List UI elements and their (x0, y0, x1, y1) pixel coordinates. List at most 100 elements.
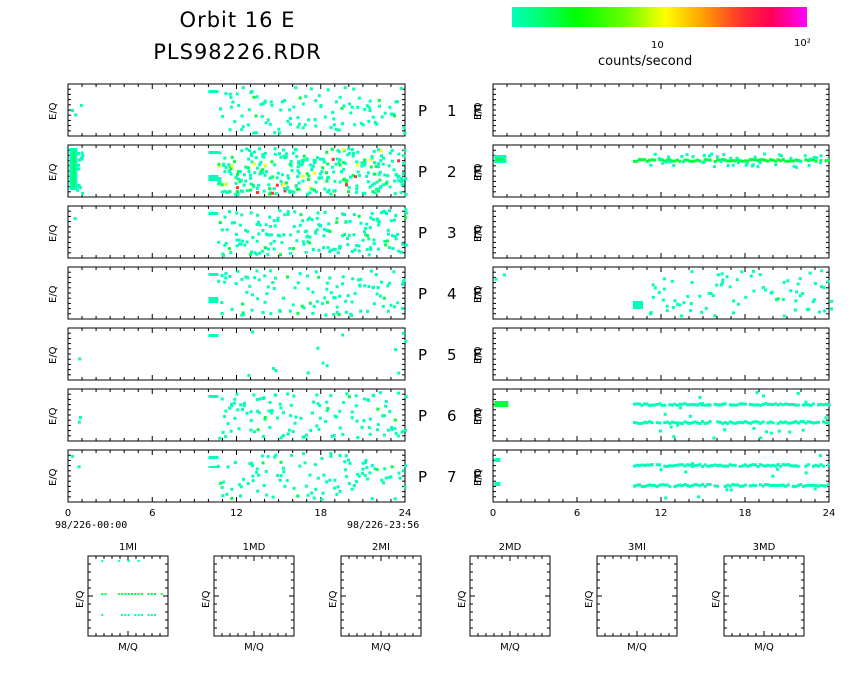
data-cell (322, 473, 326, 477)
data-cell (306, 287, 310, 291)
data-cell (693, 403, 697, 407)
data-cell (372, 182, 376, 186)
data-cell (250, 160, 254, 164)
data-cell (661, 298, 665, 302)
data-cell (264, 469, 268, 473)
data-cell (245, 240, 249, 244)
data-cell (376, 428, 380, 432)
data-cell (690, 464, 694, 468)
data-cell (701, 464, 705, 468)
data-cell (321, 302, 325, 306)
data-cell (729, 488, 733, 492)
data-cell (311, 290, 315, 294)
data-cell (379, 149, 383, 153)
data-cell (368, 226, 372, 230)
data-cell (268, 122, 272, 126)
data-cell (673, 402, 677, 406)
data-cell (248, 188, 252, 192)
data-cell (722, 153, 726, 157)
data-cell (282, 296, 286, 300)
data-cell (249, 211, 253, 215)
data-cell (786, 463, 790, 467)
data-cell (776, 421, 780, 425)
data-cell (756, 159, 760, 163)
data-cell (819, 285, 823, 289)
data-cell (368, 185, 372, 189)
data-cell (74, 113, 78, 117)
data-cell (672, 435, 676, 439)
data-cell (814, 463, 818, 467)
data-cell (350, 148, 354, 152)
data-cell (241, 302, 245, 306)
data-cell (635, 483, 639, 487)
data-cell (238, 169, 242, 173)
data-cell (341, 234, 345, 238)
data-cell (359, 277, 363, 281)
data-cell (273, 393, 277, 397)
data-cell (708, 483, 712, 487)
data-cell (308, 301, 312, 305)
data-cell (375, 180, 379, 184)
data-cell (721, 464, 725, 468)
data-cell (328, 276, 332, 280)
data-cell (77, 465, 81, 469)
data-cell (312, 400, 316, 404)
data-cell (332, 117, 336, 121)
data-cell (386, 428, 390, 432)
data-cell (399, 191, 403, 195)
data-cell (318, 416, 322, 420)
data-cell (285, 479, 289, 483)
data-cell (234, 192, 238, 196)
data-cell (659, 468, 663, 472)
data-cell (233, 160, 237, 164)
panel-number: 5 (447, 346, 457, 364)
data-cell (349, 175, 353, 179)
data-cell (682, 301, 686, 305)
data-cell (643, 484, 647, 488)
data-cell (320, 456, 324, 460)
data-cell (393, 418, 397, 422)
data-cell (827, 403, 831, 407)
data-cell (668, 421, 672, 425)
data-cell (247, 149, 251, 153)
data-cell (256, 489, 260, 493)
data-cell (685, 403, 689, 407)
data-cell (658, 402, 662, 406)
data-cell (369, 269, 373, 273)
data-cell (334, 100, 338, 104)
data-cell (268, 192, 272, 196)
data-cell (798, 277, 802, 281)
data-cell (394, 348, 398, 352)
data-cell (761, 394, 765, 398)
data-cell (244, 165, 248, 169)
data-cell (343, 213, 347, 217)
data-cell (237, 103, 241, 107)
data-cell (338, 246, 342, 250)
data-cell (356, 163, 360, 167)
data-cell (404, 192, 408, 196)
data-cell (223, 243, 227, 247)
data-cell (368, 432, 372, 436)
data-cell (366, 309, 370, 313)
data-cell (683, 464, 687, 468)
data-cell (753, 403, 757, 407)
data-cell (272, 287, 276, 291)
data-cell (781, 421, 785, 425)
data-cell (731, 163, 735, 167)
data-cell (759, 403, 762, 407)
data-cell (392, 270, 396, 274)
data-cell (331, 110, 335, 114)
data-cell (764, 288, 768, 292)
data-cell (77, 167, 81, 171)
data-cell (752, 426, 756, 430)
data-cell (334, 162, 338, 166)
x-tick-label-right: 12 (655, 508, 668, 519)
data-cell (338, 489, 342, 493)
data-cell (329, 291, 333, 295)
data-cell (356, 170, 360, 174)
data-cell (275, 183, 279, 187)
data-cell (774, 402, 778, 406)
data-cell (248, 173, 252, 177)
data-cell (329, 192, 333, 196)
